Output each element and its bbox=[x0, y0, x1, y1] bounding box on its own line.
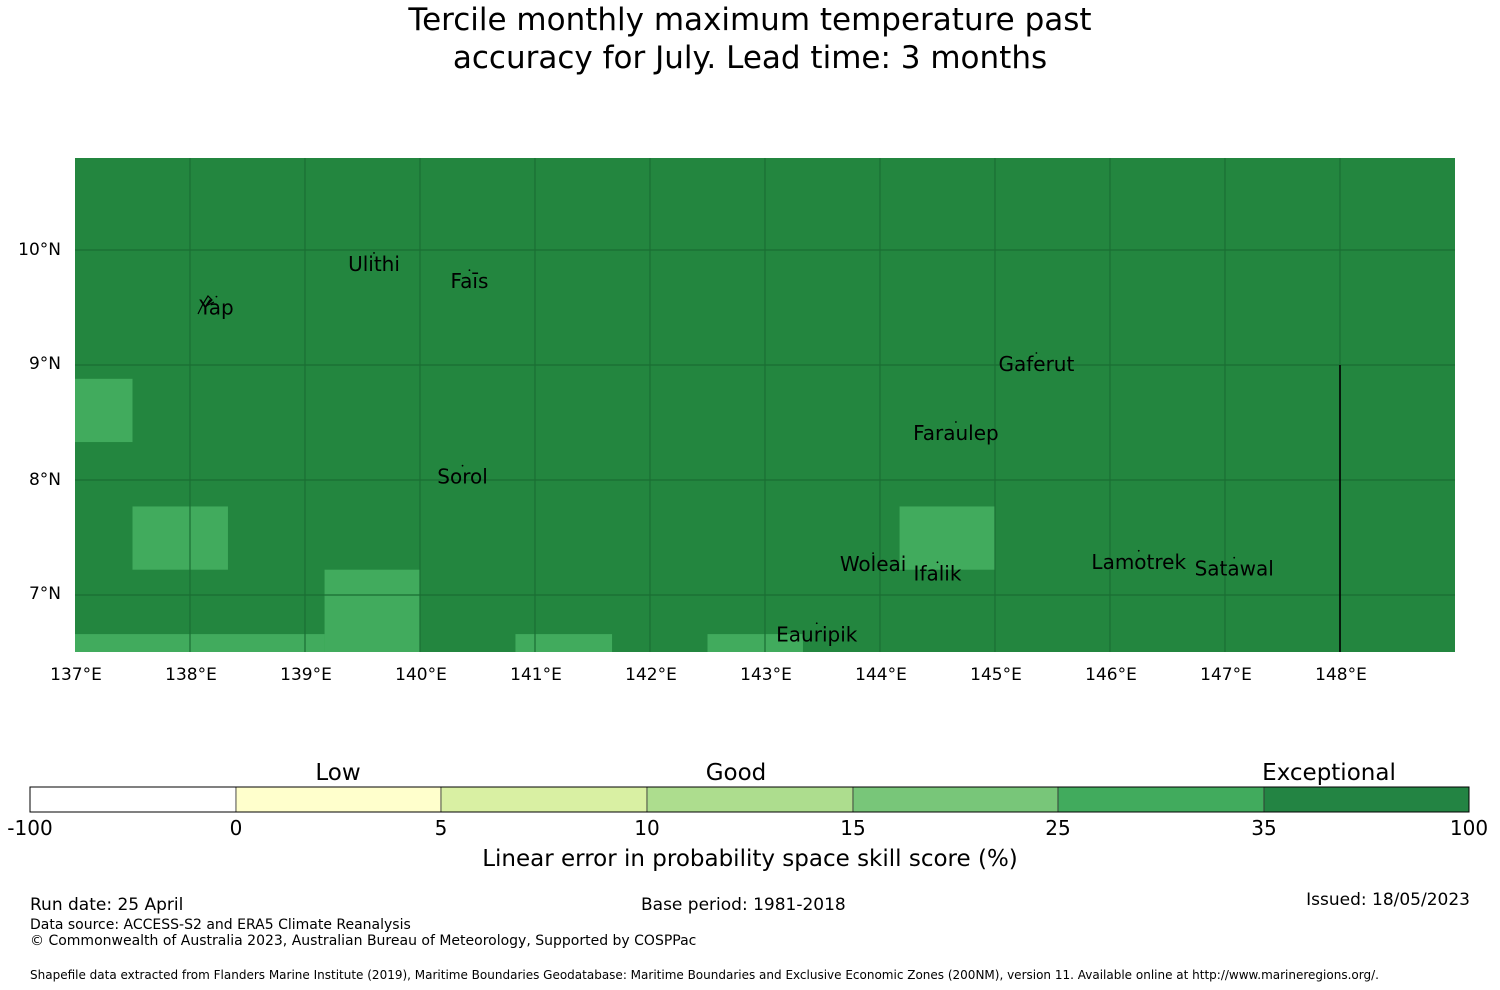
skill-cell bbox=[515, 634, 613, 652]
island-dot bbox=[468, 269, 471, 272]
lon-label-141e: 141°E bbox=[510, 665, 562, 685]
skill-cell bbox=[324, 569, 420, 652]
lon-label-138e: 138°E bbox=[165, 665, 217, 685]
legend-tick: 0 bbox=[229, 816, 243, 840]
colorbar-segment bbox=[440, 786, 648, 813]
skill-cell bbox=[75, 378, 133, 443]
island-dot bbox=[461, 464, 464, 467]
lat-label-8n: 8°N bbox=[28, 470, 61, 490]
skill-cell bbox=[75, 634, 325, 652]
island-dot bbox=[872, 552, 874, 554]
island-dot bbox=[815, 622, 818, 625]
colorbar-segment bbox=[235, 786, 442, 813]
island-dot bbox=[1137, 549, 1140, 552]
lon-label-140e: 140°E bbox=[395, 665, 447, 685]
place-label: Ifalik bbox=[914, 561, 962, 585]
colorbar-segment bbox=[646, 786, 854, 813]
yap-island-outline bbox=[197, 295, 215, 315]
lon-label-143e: 143°E bbox=[740, 665, 792, 685]
place-label: Ulithi bbox=[348, 252, 400, 276]
legend-category-good: Good bbox=[705, 760, 767, 786]
legend-tick: 5 bbox=[434, 816, 448, 840]
base-period: Base period: 1981-2018 bbox=[641, 895, 846, 915]
copyright: © Commonwealth of Australia 2023, Austra… bbox=[30, 933, 697, 949]
skill-cell bbox=[132, 506, 228, 570]
place-label: Lamotrek bbox=[1091, 550, 1186, 574]
island-dot bbox=[373, 252, 375, 254]
lon-label-148e: 148°E bbox=[1315, 665, 1367, 685]
lon-label-144e: 144°E bbox=[855, 665, 907, 685]
place-label: Faraulep bbox=[913, 421, 999, 445]
lat-label-7n: 7°N bbox=[28, 584, 61, 604]
colorbar-segment bbox=[1057, 786, 1265, 813]
place-label: Gaferut bbox=[998, 352, 1074, 376]
island-dot bbox=[1035, 352, 1038, 354]
legend-tick: -100 bbox=[7, 816, 53, 840]
island-dot bbox=[215, 295, 218, 298]
run-date: Run date: 25 April bbox=[30, 895, 184, 915]
title-line-2: accuracy for July. Lead time: 3 months bbox=[452, 40, 1048, 76]
lon-label-147e: 147°E bbox=[1200, 665, 1252, 685]
legend-category-exceptional: Exceptional bbox=[1262, 760, 1396, 786]
island-dot bbox=[955, 421, 957, 423]
place-label: Satawal bbox=[1195, 557, 1274, 581]
lon-label-145e: 145°E bbox=[970, 665, 1022, 685]
issued-date: Issued: 18/05/2023 bbox=[1306, 890, 1470, 910]
colorbar-segment bbox=[29, 786, 237, 813]
colorbar-frame bbox=[29, 786, 1470, 813]
lon-label-137e: 137°E bbox=[50, 665, 102, 685]
data-source: Data source: ACCESS-S2 and ERA5 Climate … bbox=[30, 917, 411, 933]
lat-label-10n: 10°N bbox=[18, 240, 61, 260]
lat-label-9n: 9°N bbox=[28, 354, 61, 374]
island-dot bbox=[936, 561, 939, 564]
legend-tick: 35 bbox=[1251, 816, 1277, 840]
legend-tick: 25 bbox=[1045, 816, 1071, 840]
legend-category-low: Low bbox=[315, 760, 361, 786]
title-line-1: Tercile monthly maximum temperature past bbox=[408, 2, 1092, 38]
place-label: Sorol bbox=[437, 465, 488, 489]
colorbar-segment bbox=[852, 786, 1059, 813]
colorbar-segment bbox=[1263, 786, 1470, 813]
shapefile-credit: Shapefile data extracted from Flanders M… bbox=[30, 968, 1379, 982]
place-label: Eauripik bbox=[776, 622, 858, 646]
skill-cell bbox=[707, 634, 803, 652]
lon-label-146e: 146°E bbox=[1085, 665, 1137, 685]
place-label: Yap bbox=[198, 296, 233, 320]
chart-title: Tercile monthly maximum temperature past… bbox=[0, 0, 1500, 77]
legend-tick: 10 bbox=[634, 816, 660, 840]
island-dot bbox=[1233, 556, 1236, 559]
lon-label-139e: 139°E bbox=[280, 665, 332, 685]
place-label: Faīs bbox=[450, 269, 488, 293]
place-label: Woleai bbox=[840, 552, 907, 576]
skill-cell bbox=[899, 506, 995, 570]
colorbar-title: Linear error in probability space skill … bbox=[482, 846, 1018, 872]
legend-tick: 15 bbox=[840, 816, 866, 840]
legend-tick: 100 bbox=[1449, 816, 1489, 840]
lon-label-142e: 142°E bbox=[625, 665, 677, 685]
